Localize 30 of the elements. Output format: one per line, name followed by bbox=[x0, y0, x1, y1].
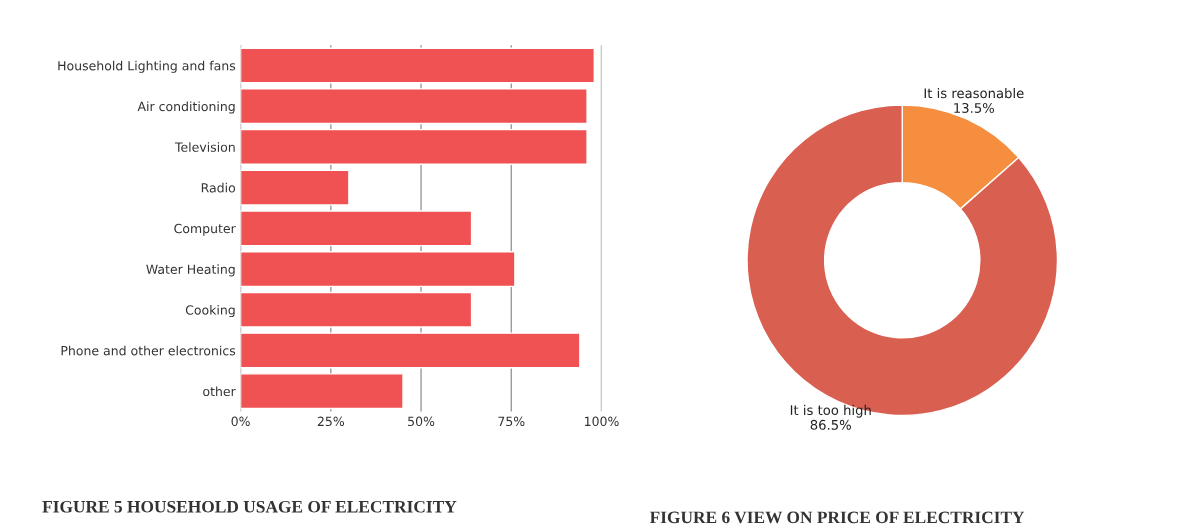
y-tick-label: Radio bbox=[201, 182, 236, 193]
text: FIGURE 6 VIEW ON PRICE OF ELECTRICITY bbox=[649, 511, 1025, 524]
y-tick-label: Computer bbox=[174, 223, 236, 236]
bar bbox=[240, 373, 404, 410]
text: FIGURE 5 HOUSEHOLD USAGE OF ELECTRICITY bbox=[42, 500, 457, 513]
x-tick-label: 100% bbox=[585, 416, 619, 427]
y-tick-label: Phone and other electronics bbox=[61, 345, 236, 356]
bar bbox=[240, 291, 473, 328]
bar bbox=[240, 47, 595, 84]
slice-label: It is reasonable bbox=[924, 87, 1024, 99]
data-label: 86.5% bbox=[810, 419, 851, 430]
x-tick-label: 25% bbox=[317, 416, 345, 427]
bar bbox=[240, 210, 473, 247]
bar bbox=[240, 88, 588, 125]
y-tick-label: Television bbox=[174, 142, 235, 152]
y-tick-label: Water Heating bbox=[146, 264, 235, 277]
bar bbox=[240, 332, 581, 369]
x-tick-label: 0% bbox=[231, 416, 250, 427]
x-tick-label: 50% bbox=[408, 416, 435, 427]
data-label: 13.5% bbox=[954, 102, 995, 113]
y-tick-label: Air conditioning bbox=[137, 101, 235, 114]
x-tick-label: 75% bbox=[498, 416, 525, 427]
y-tick-label: Cooking bbox=[185, 305, 235, 318]
y-tick-label: other bbox=[203, 386, 236, 397]
y-tick-label: Household Lighting and fans bbox=[58, 60, 236, 73]
bar bbox=[240, 128, 588, 165]
bar bbox=[240, 169, 350, 206]
donut-slice bbox=[746, 104, 1059, 417]
bar bbox=[240, 251, 516, 288]
slice-label: It is too high bbox=[790, 404, 871, 418]
